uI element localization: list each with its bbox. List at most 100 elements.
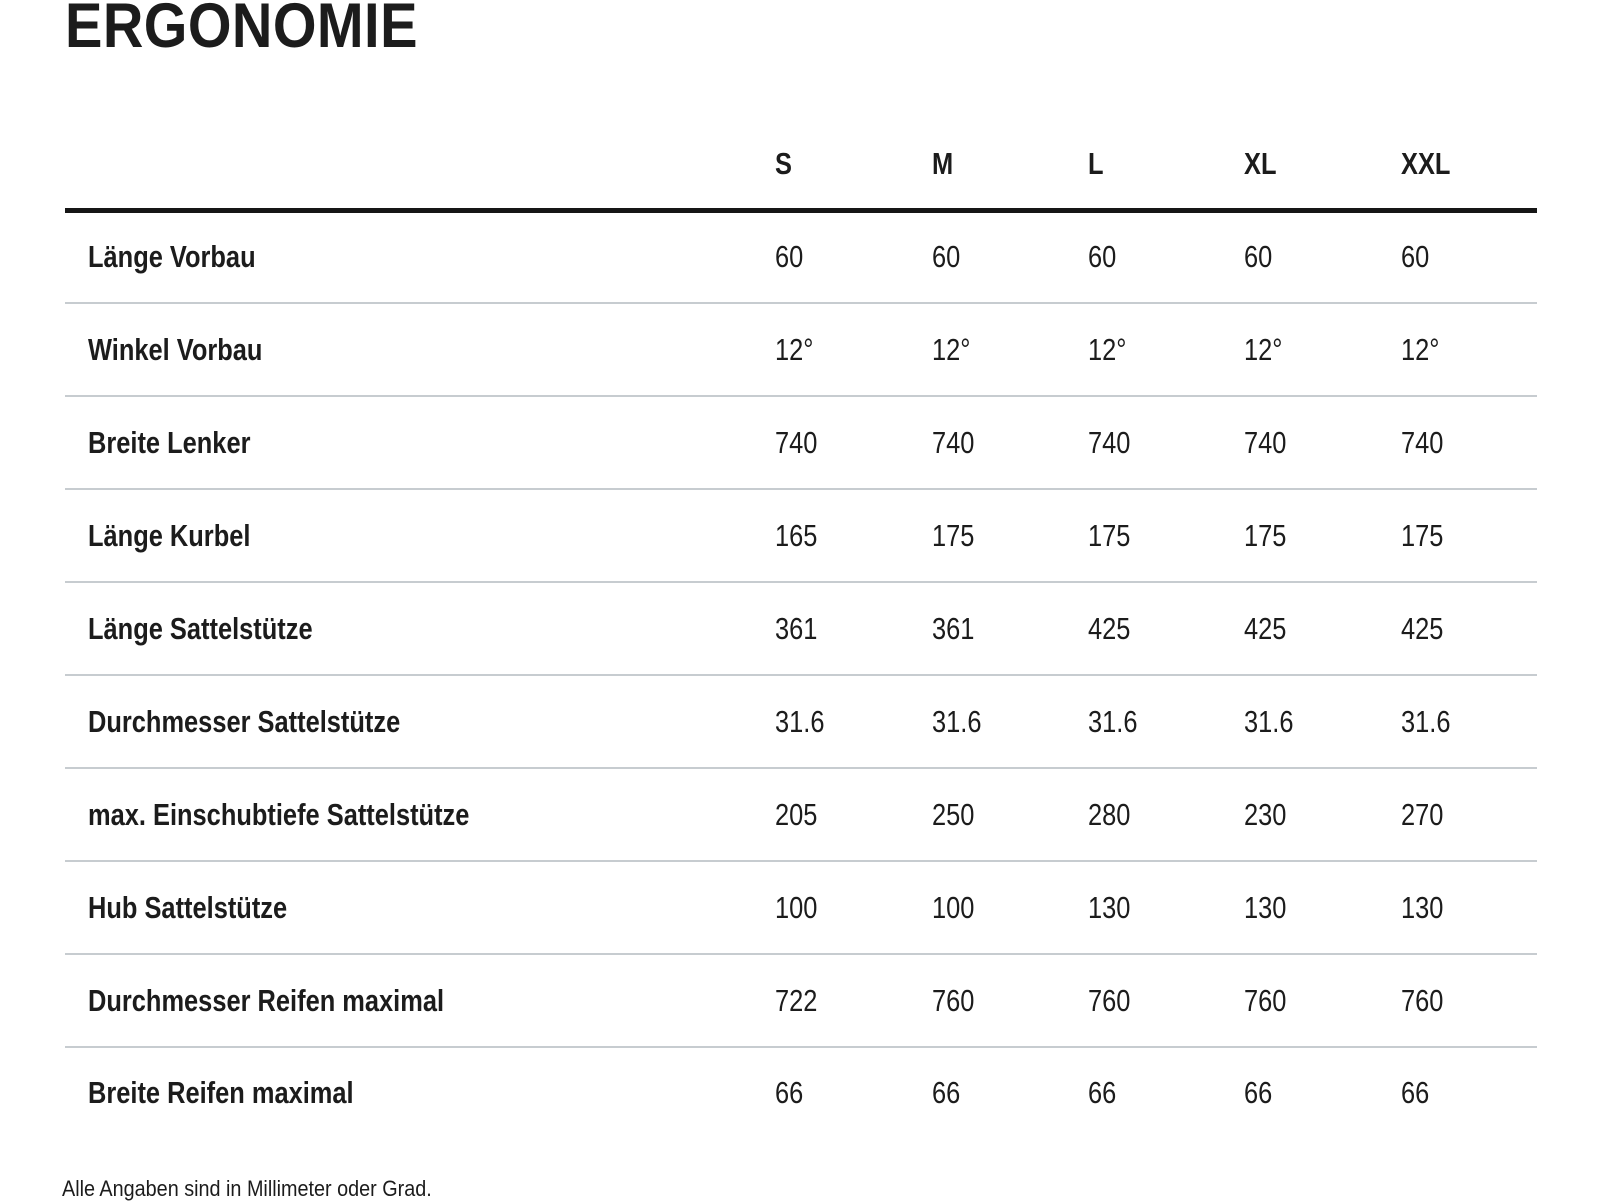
cell-value: 66 <box>1088 1047 1244 1138</box>
units-footnote: Alle Angaben sind in Millimeter oder Gra… <box>62 1176 1600 1202</box>
cell-value-text: 760 <box>1401 982 1444 1018</box>
cell-value-text: 740 <box>932 424 975 460</box>
table-row: Durchmesser Reifen maximal 722 760 760 7… <box>65 954 1537 1048</box>
cell-value: 175 <box>1088 489 1244 583</box>
cell-value: 66 <box>775 1047 932 1138</box>
cell-value: 12° <box>1244 303 1401 397</box>
cell-value-text: 130 <box>1088 889 1131 925</box>
column-header-s: S <box>775 120 932 213</box>
cell-value: 60 <box>1088 210 1244 304</box>
units-footnote-text: Alle Angaben sind in Millimeter oder Gra… <box>62 1176 432 1201</box>
cell-value: 12° <box>932 303 1088 397</box>
cell-value-text: 12° <box>1401 331 1440 367</box>
row-label: Durchmesser Reifen maximal <box>88 982 445 1018</box>
cell-value: 31.6 <box>1088 675 1244 769</box>
cell-value: 31.6 <box>932 675 1088 769</box>
cell-value-text: 60 <box>1088 239 1117 275</box>
cell-value: 31.6 <box>1244 675 1401 769</box>
cell-value: 175 <box>932 489 1088 583</box>
page-title: ERGONOMIE <box>65 0 1600 58</box>
cell-value: 31.6 <box>775 675 932 769</box>
cell-value-text: 66 <box>1244 1075 1273 1110</box>
cell-value-text: 740 <box>1244 424 1287 460</box>
cell-value-text: 175 <box>1088 517 1131 553</box>
cell-value: 425 <box>1088 582 1244 676</box>
table-row: Winkel Vorbau 12° 12° 12° 12° 12° <box>65 303 1537 397</box>
cell-value-text: 31.6 <box>1088 703 1138 739</box>
cell-value-text: 740 <box>1088 424 1131 460</box>
cell-value-text: 175 <box>932 517 975 553</box>
cell-value: 66 <box>932 1047 1088 1138</box>
header-spacer-cell <box>65 120 775 213</box>
cell-value: 12° <box>1088 303 1244 397</box>
row-label: Länge Vorbau <box>88 239 256 275</box>
cell-value-text: 60 <box>775 239 804 275</box>
table-row: Länge Kurbel 165 175 175 175 175 <box>65 489 1537 583</box>
cell-value-text: 66 <box>775 1075 804 1110</box>
cell-value-text: 175 <box>1401 517 1444 553</box>
cell-value-text: 31.6 <box>1401 703 1451 739</box>
cell-value: 361 <box>932 582 1088 676</box>
cell-value-text: 230 <box>1244 796 1287 832</box>
cell-value: 250 <box>932 768 1088 862</box>
cell-value-text: 740 <box>775 424 818 460</box>
cell-value: 722 <box>775 954 932 1048</box>
table-row: Länge Sattelstütze 361 361 425 425 425 <box>65 582 1537 676</box>
cell-value: 740 <box>1244 396 1401 490</box>
row-label: Länge Sattelstütze <box>88 610 313 646</box>
row-label: max. Einschubtiefe Sattelstütze <box>88 796 470 832</box>
cell-value-text: 425 <box>1244 610 1287 646</box>
table-row: Hub Sattelstütze 100 100 130 130 130 <box>65 861 1537 955</box>
row-label: Länge Kurbel <box>88 517 251 553</box>
cell-value-text: 60 <box>1401 239 1430 275</box>
cell-value-text: 760 <box>1088 982 1131 1018</box>
cell-value-text: 760 <box>1244 982 1287 1018</box>
row-label-cell: Länge Kurbel <box>65 489 775 583</box>
cell-value: 230 <box>1244 768 1401 862</box>
cell-value: 100 <box>932 861 1088 955</box>
column-header-m: M <box>932 120 1088 213</box>
cell-value-text: 280 <box>1088 796 1131 832</box>
cell-value-text: 31.6 <box>775 703 825 739</box>
table-row: Breite Lenker 740 740 740 740 740 <box>65 396 1537 490</box>
cell-value-text: 66 <box>1088 1075 1117 1110</box>
row-label: Breite Reifen maximal <box>88 1075 354 1110</box>
cell-value: 361 <box>775 582 932 676</box>
table-row: max. Einschubtiefe Sattelstütze 205 250 … <box>65 768 1537 862</box>
cell-value: 60 <box>1244 210 1401 304</box>
row-label-cell: Länge Sattelstütze <box>65 582 775 676</box>
row-label-cell: Länge Vorbau <box>65 210 775 304</box>
cell-value: 31.6 <box>1401 675 1537 769</box>
cell-value: 760 <box>1244 954 1401 1048</box>
header-row: S M L XL XXL <box>65 120 1537 213</box>
cell-value: 130 <box>1401 861 1537 955</box>
cell-value-text: 60 <box>1244 239 1273 275</box>
cell-value-text: 12° <box>1244 331 1283 367</box>
table-row: Länge Vorbau 60 60 60 60 60 <box>65 210 1537 304</box>
cell-value-text: 270 <box>1401 796 1444 832</box>
cell-value-text: 425 <box>1401 610 1444 646</box>
cell-value-text: 31.6 <box>1244 703 1294 739</box>
row-label-cell: Durchmesser Reifen maximal <box>65 954 775 1048</box>
cell-value: 130 <box>1088 861 1244 955</box>
column-header-text: L <box>1088 145 1104 181</box>
cell-value: 270 <box>1401 768 1537 862</box>
cell-value: 740 <box>932 396 1088 490</box>
cell-value: 740 <box>1401 396 1537 490</box>
cell-value-text: 100 <box>932 889 975 925</box>
cell-value-text: 12° <box>1088 331 1127 367</box>
cell-value: 175 <box>1244 489 1401 583</box>
cell-value-text: 66 <box>1401 1075 1430 1110</box>
row-label-cell: Durchmesser Sattelstütze <box>65 675 775 769</box>
cell-value-text: 722 <box>775 982 818 1018</box>
row-label-cell: Breite Reifen maximal <box>65 1047 775 1138</box>
cell-value: 760 <box>1401 954 1537 1048</box>
cell-value-text: 66 <box>932 1075 961 1110</box>
column-header-text: S <box>775 145 792 181</box>
column-header-l: L <box>1088 120 1244 213</box>
row-label: Winkel Vorbau <box>88 331 263 367</box>
cell-value: 425 <box>1244 582 1401 676</box>
cell-value: 740 <box>1088 396 1244 490</box>
column-header-xl: XL <box>1244 120 1401 213</box>
